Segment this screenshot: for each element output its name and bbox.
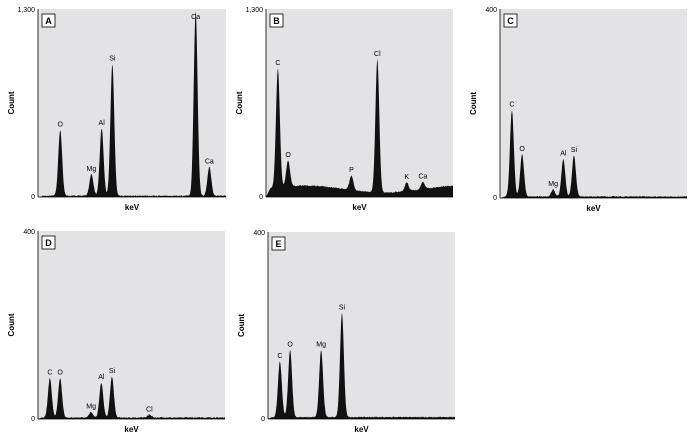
svg-text:E: E <box>275 239 281 249</box>
y-tick-zero: 0 <box>493 195 497 202</box>
peak-label: Al <box>99 120 106 127</box>
plot-area <box>500 9 687 198</box>
panel-letter: B <box>269 13 284 28</box>
spectrum-panel-e: 400 0 Count keV CO Mg Si E <box>237 230 455 434</box>
peak-label: Ca <box>191 14 200 21</box>
svg-text:D: D <box>45 238 52 248</box>
peak-label: Cl <box>374 51 381 58</box>
svg-text:A: A <box>45 16 52 26</box>
spectrum-area <box>266 58 453 197</box>
peak-label: O <box>287 342 293 349</box>
peak-label: Si <box>109 368 116 375</box>
y-tick-max: 1,300 <box>17 7 35 14</box>
x-axis-label: keV <box>125 203 140 212</box>
peak-label: Mg <box>87 166 97 173</box>
peak-label: Si <box>571 147 578 154</box>
panel-letter: E <box>271 236 286 251</box>
spectrum-panel-c: 400 0 Count keV C O Mg Al Si C <box>469 7 687 213</box>
peak-label: Si <box>109 56 116 63</box>
spectrum-panel-d: 400 0 Count keV C O Mg Al Si Cl D <box>7 229 225 434</box>
panel-letter: A <box>41 13 56 28</box>
x-axis-label: keV <box>354 425 369 434</box>
svg-text:C: C <box>507 16 514 26</box>
y-axis-label: Count <box>235 91 244 114</box>
spectrum-area <box>500 110 687 198</box>
peak-label: O <box>57 121 63 128</box>
peak-label: Cl <box>146 406 153 413</box>
y-tick-max: 400 <box>253 230 265 237</box>
panel-letter: D <box>41 235 56 250</box>
y-tick-max: 1,300 <box>245 7 263 14</box>
peak-label: K <box>404 174 409 181</box>
plot-area <box>266 9 453 197</box>
peak-label: Ca <box>418 173 427 180</box>
peak-label: Al <box>560 151 567 158</box>
peak-label: Mg <box>316 342 326 349</box>
spectrum-panel-b: 1,300 0 Count keV C O P Cl K Ca B <box>235 7 453 212</box>
peak-label: Mg <box>86 403 96 410</box>
y-tick-zero: 0 <box>261 416 265 423</box>
plot-area <box>38 231 225 419</box>
plot-area <box>268 232 455 419</box>
panel-letter: C <box>503 13 518 28</box>
y-axis-label: Count <box>237 314 246 337</box>
spectrum-area <box>268 312 455 419</box>
peak-label: O <box>57 370 63 377</box>
x-axis-label: keV <box>352 203 367 212</box>
peak-label: O <box>285 152 291 159</box>
peak-label: C <box>277 353 282 360</box>
y-tick-zero: 0 <box>31 194 35 201</box>
peak-label: Mg <box>548 181 558 188</box>
x-axis-label: keV <box>586 204 601 213</box>
svg-text:B: B <box>273 16 280 26</box>
y-tick-max: 400 <box>485 7 497 14</box>
peak-label: C <box>509 102 514 109</box>
spectrum-area <box>38 376 225 419</box>
peak-label: O <box>519 146 525 153</box>
y-tick-zero: 0 <box>31 416 35 423</box>
x-axis-label: keV <box>124 425 139 434</box>
peak-label: C <box>275 60 280 67</box>
peak-label: P <box>349 167 354 174</box>
peak-label: C <box>47 370 52 377</box>
y-axis-label: Count <box>7 91 16 114</box>
y-axis-label: Count <box>469 92 478 115</box>
spectrum-panel-a: 1,300 0 Count keV O Mg Al Si Ca Ca A <box>7 7 226 212</box>
peak-label: Ca <box>205 159 214 166</box>
peak-label: Si <box>339 305 346 312</box>
y-tick-max: 400 <box>23 229 35 236</box>
y-tick-zero: 0 <box>259 194 263 201</box>
y-axis-label: Count <box>7 313 16 336</box>
peak-label: Al <box>98 374 105 381</box>
